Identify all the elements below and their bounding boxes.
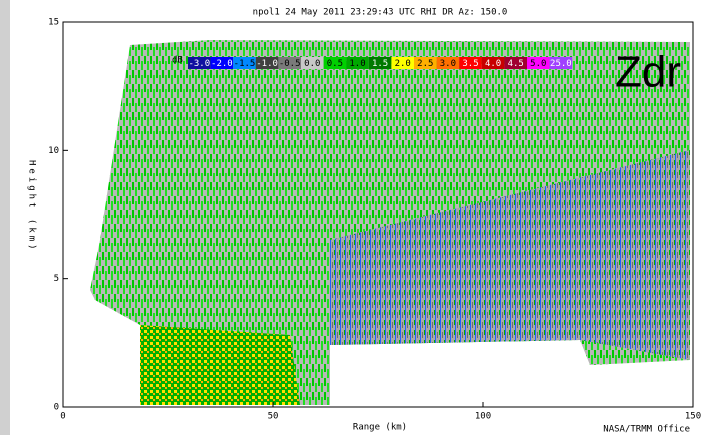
colorbar-swatch bbox=[210, 57, 234, 69]
colorbar-swatch bbox=[504, 57, 527, 69]
radar-field bbox=[90, 40, 690, 405]
colorbar-label: -0.5 bbox=[279, 59, 301, 69]
colorbar-label: 0.5 bbox=[327, 59, 343, 69]
colorbar-label: 1.5 bbox=[372, 59, 388, 69]
colorbar-swatch bbox=[436, 57, 460, 69]
side-strip bbox=[0, 0, 10, 435]
colorbar-swatch bbox=[391, 57, 414, 69]
colorbar-unit: dB bbox=[172, 56, 183, 66]
colorbar-swatch bbox=[527, 57, 550, 69]
colorbar-swatch bbox=[481, 57, 505, 69]
colorbar-swatch bbox=[255, 57, 279, 69]
annotation: Zdr bbox=[615, 48, 681, 97]
colorbar-swatch bbox=[233, 57, 256, 69]
y-tick-label: 5 bbox=[54, 274, 59, 284]
colorbar-label: 2.5 bbox=[417, 59, 433, 69]
y-axis-label: Height (km) bbox=[27, 160, 37, 253]
colorbar-swatch bbox=[323, 57, 347, 69]
colorbar-label: 4.5 bbox=[508, 59, 524, 69]
colorbar-swatch bbox=[278, 57, 301, 69]
x-tick-label: 0 bbox=[60, 412, 65, 422]
colorbar-label: 2.0 bbox=[395, 59, 411, 69]
chart-title: npol1 24 May 2011 23:29:43 UTC RHI DR Az… bbox=[253, 8, 508, 18]
colorbar-swatch bbox=[414, 57, 437, 69]
colorbar-swatch bbox=[549, 57, 573, 69]
colorbar-label: 3.0 bbox=[440, 59, 456, 69]
x-tick-label: 100 bbox=[475, 412, 491, 422]
colorbar-swatch bbox=[301, 57, 324, 69]
field-near bbox=[140, 325, 300, 405]
colorbar-swatch bbox=[368, 57, 392, 69]
footer: NASA/TRMM Office bbox=[603, 425, 690, 435]
y-axis-label-text: Height (km) bbox=[27, 160, 37, 253]
y-tick-label: 0 bbox=[54, 403, 59, 413]
y-tick-label: 15 bbox=[48, 18, 59, 28]
y-tick-label: 10 bbox=[48, 146, 59, 156]
colorbar-label: 1.0 bbox=[349, 59, 365, 69]
colorbar-swatch bbox=[459, 57, 482, 69]
colorbar-label: 0.0 bbox=[304, 59, 320, 69]
colorbar-label: -1.5 bbox=[234, 59, 256, 69]
x-tick-label: 150 bbox=[685, 412, 701, 422]
colorbar-label: 25.0 bbox=[550, 59, 572, 69]
colorbar-label: 5.0 bbox=[530, 59, 546, 69]
colorbar-swatch bbox=[346, 57, 369, 69]
field-far bbox=[330, 150, 690, 360]
colorbar-label: 3.5 bbox=[462, 59, 478, 69]
x-tick-label: 50 bbox=[268, 412, 279, 422]
x-axis-label: Range (km) bbox=[353, 423, 407, 433]
colorbar-label: -3.0 bbox=[188, 59, 210, 69]
colorbar-label: -2.0 bbox=[211, 59, 233, 69]
plot-frame bbox=[62, 21, 694, 408]
colorbar-label: -1.0 bbox=[256, 59, 278, 69]
colorbar-swatch bbox=[188, 57, 211, 69]
colorbar-label: 4.0 bbox=[485, 59, 501, 69]
